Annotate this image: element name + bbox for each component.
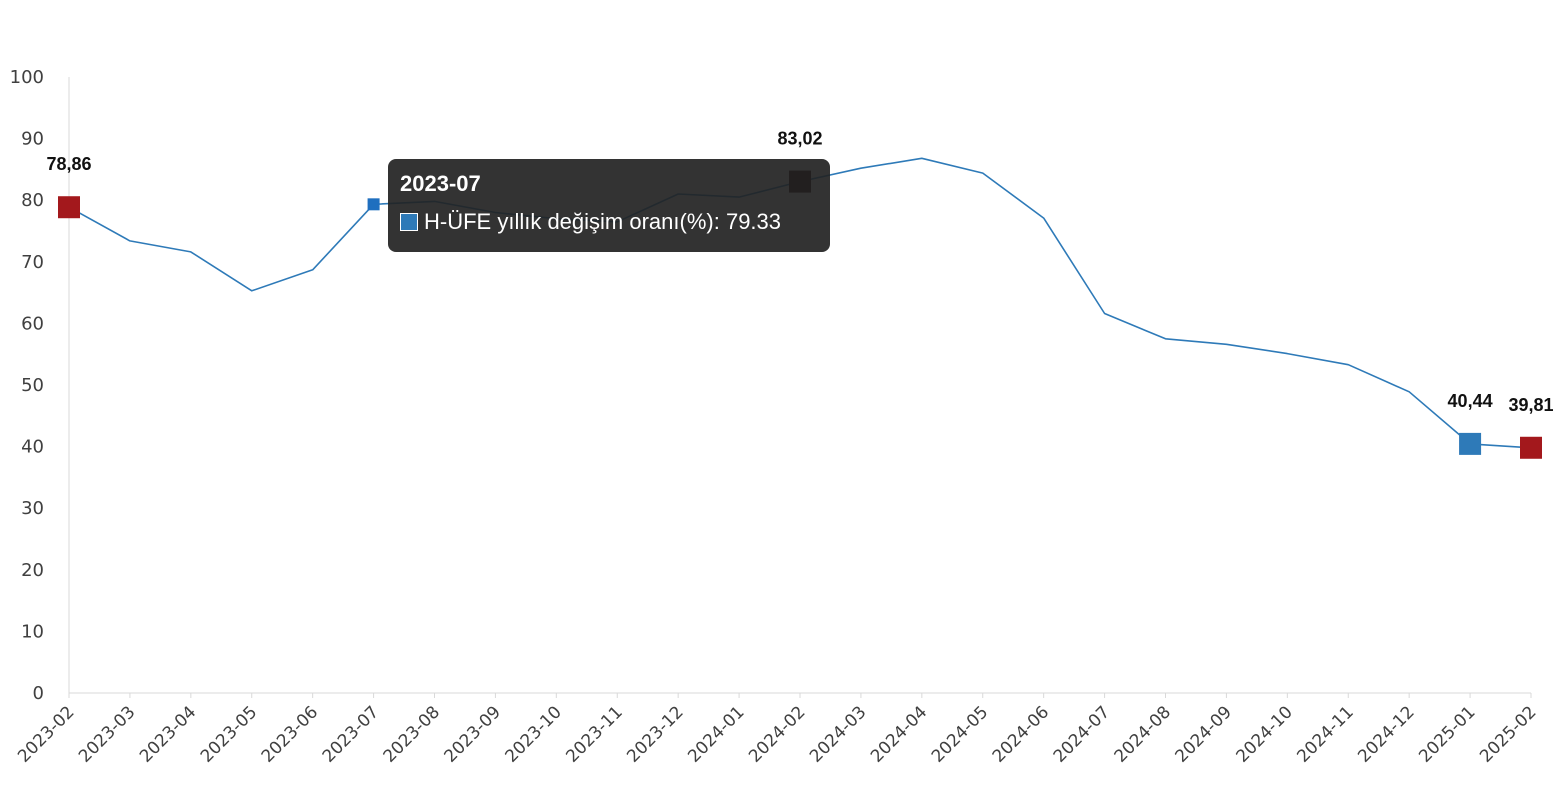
x-tick-label: 2023-08 [380, 702, 444, 766]
x-tick-label: 2024-11 [1293, 702, 1357, 766]
tooltip-series-swatch [400, 213, 418, 231]
x-tick-label: 2023-09 [441, 702, 505, 766]
data-label: 40,44 [1448, 391, 1493, 411]
y-tick-label: 60 [21, 313, 44, 334]
tooltip-series-name: H-ÜFE yıllık değişim oranı(%) [424, 209, 714, 234]
x-tick-label: 2024-02 [745, 702, 809, 766]
tooltip-title: 2023-07 [400, 171, 481, 196]
y-tick-label: 0 [33, 683, 44, 704]
x-tick-label: 2023-07 [319, 702, 383, 766]
x-tick-label: 2024-08 [1111, 702, 1175, 766]
x-tick-label: 2023-06 [258, 702, 322, 766]
y-tick-label: 30 [21, 498, 44, 519]
x-tick-label: 2023-04 [136, 702, 200, 766]
tooltip-separator: : [713, 209, 726, 234]
y-tick-label: 80 [21, 190, 44, 211]
data-label: 83,02 [777, 129, 822, 149]
x-tick-label: 2024-04 [867, 702, 931, 766]
data-labels-layer: 78,86 83,02 40,44 39,81 [46, 129, 1553, 415]
x-tick-label: 2023-10 [502, 702, 566, 766]
highlight-marker[interactable] [1459, 432, 1482, 455]
x-tick-label: 2024-07 [1050, 702, 1114, 766]
x-tick-label: 2024-12 [1354, 702, 1418, 766]
highlight-marker[interactable] [1520, 436, 1542, 459]
y-tick-labels: 0 10 20 30 40 50 60 70 80 90 100 [10, 67, 44, 704]
data-label: 39,81 [1508, 395, 1553, 415]
x-tick-label: 2023-12 [623, 702, 687, 766]
x-tick-label: 2024-09 [1172, 702, 1236, 766]
hovered-point-marker[interactable] [367, 198, 380, 211]
x-tick-label: 2025-01 [1415, 702, 1479, 766]
x-tick-label: 2024-10 [1233, 702, 1297, 766]
tooltip-row: H-ÜFE yıllık değişim oranı(%): 79.33 [400, 209, 818, 235]
x-tick-label: 2023-03 [75, 702, 139, 766]
highlight-marker[interactable] [58, 196, 80, 219]
x-tick-labels: 2023-022023-032023-042023-052023-062023-… [14, 693, 1541, 767]
x-tick-label: 2023-05 [197, 702, 261, 766]
x-tick-label: 2025-02 [1476, 702, 1540, 766]
y-tick-label: 70 [21, 252, 44, 273]
data-label: 78,86 [46, 154, 91, 174]
x-tick-label: 2024-01 [684, 702, 748, 766]
y-tick-label: 100 [10, 67, 44, 88]
y-tick-label: 10 [21, 621, 44, 642]
tooltip-value: 79.33 [725, 209, 782, 234]
y-tick-label: 40 [21, 437, 44, 458]
y-tick-label: 90 [21, 129, 44, 150]
x-tick-label: 2023-02 [14, 702, 78, 766]
chart-tooltip: 2023-07 H-ÜFE yıllık değişim oranı(%): 7… [388, 159, 830, 252]
x-tick-label: 2024-05 [928, 702, 992, 766]
y-tick-label: 50 [21, 375, 44, 396]
y-tick-label: 20 [21, 560, 44, 581]
x-tick-label: 2024-06 [989, 702, 1053, 766]
x-tick-label: 2023-11 [562, 702, 626, 766]
x-tick-label: 2024-03 [806, 702, 870, 766]
